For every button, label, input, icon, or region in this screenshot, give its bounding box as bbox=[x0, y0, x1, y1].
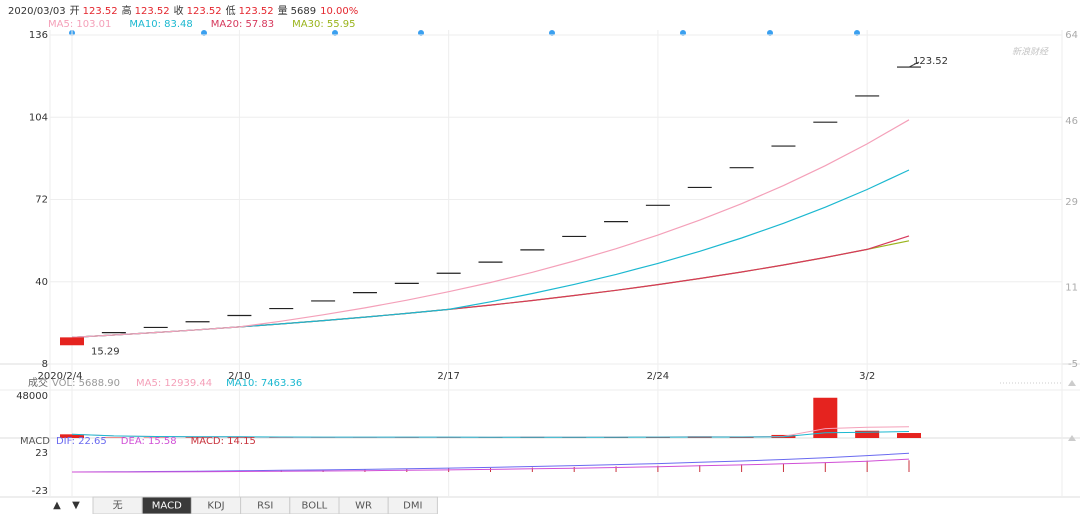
macd-line bbox=[71, 452, 910, 473]
legend-entry: MA20: 57.83 bbox=[211, 19, 274, 30]
nav-arrow[interactable]: ▼ bbox=[72, 500, 80, 511]
tab-label: WR bbox=[355, 501, 372, 512]
tab[interactable]: WR bbox=[338, 496, 389, 514]
header-value: 123.52 bbox=[83, 6, 118, 17]
legend-entry: MA10: 7463.36 bbox=[226, 378, 302, 389]
legend-entry: VOL: 5688.90 bbox=[52, 378, 120, 389]
panel-title: MACD bbox=[20, 436, 50, 447]
y2-tick-label: 46 bbox=[1065, 116, 1078, 127]
tab[interactable]: RSI bbox=[240, 496, 291, 514]
handle-arrow[interactable] bbox=[1068, 435, 1076, 441]
header-value: 10.00% bbox=[320, 6, 358, 17]
y-tick-label: 48000 bbox=[16, 391, 48, 402]
y2-tick-label: 29 bbox=[1065, 197, 1078, 208]
handle-arrow[interactable] bbox=[1068, 380, 1076, 386]
volume-bar bbox=[813, 397, 838, 438]
tab-label: MACD bbox=[152, 501, 182, 512]
header-label: 开 bbox=[70, 6, 80, 17]
ma-line bbox=[71, 119, 910, 338]
tab-background bbox=[387, 496, 438, 514]
volume-bar bbox=[897, 433, 921, 438]
annotation-line bbox=[908, 61, 920, 68]
header-value: 5689 bbox=[291, 6, 316, 17]
tab-label: 无 bbox=[113, 501, 123, 512]
tab[interactable]: DMI bbox=[387, 496, 438, 514]
header-value: 123.52 bbox=[239, 6, 274, 17]
min-label: 15.29 bbox=[91, 346, 120, 357]
legend-entry: MA10: 83.48 bbox=[129, 19, 192, 30]
watermark: 新浪财经 bbox=[1012, 47, 1049, 58]
legend-entry: DIF: 22.65 bbox=[56, 436, 107, 447]
tab-label: RSI bbox=[257, 501, 273, 512]
x-tick-label: 2/17 bbox=[437, 371, 459, 382]
ma-line bbox=[71, 240, 910, 338]
y2-tick-label: 11 bbox=[1065, 283, 1078, 294]
tab-label: DMI bbox=[403, 501, 422, 512]
header-label: 低 bbox=[226, 4, 236, 17]
legend-entry: MACD: 14.15 bbox=[191, 436, 256, 447]
x-tick-label: 2/10 bbox=[228, 371, 250, 382]
x-tick-label: 2020/2/4 bbox=[38, 371, 83, 382]
header-label: 量 bbox=[278, 5, 288, 17]
y-tick-label: 104 bbox=[29, 112, 48, 123]
y-tick-label: -23 bbox=[32, 486, 48, 497]
header-label: 高 bbox=[122, 4, 132, 17]
candle bbox=[60, 337, 84, 346]
header-date: 2020/03/03 bbox=[8, 6, 66, 17]
tab-label: BOLL bbox=[302, 501, 328, 512]
x-tick-label: 3/2 bbox=[859, 371, 875, 382]
volume-bar bbox=[855, 430, 880, 438]
x-tick-label: 2/24 bbox=[647, 371, 669, 382]
tab-label: KDJ bbox=[207, 501, 224, 512]
tab[interactable]: BOLL bbox=[289, 496, 340, 514]
legend-entry: MA30: 55.95 bbox=[292, 19, 355, 30]
y2-tick-label: 64 bbox=[1065, 30, 1078, 41]
volume-bar bbox=[227, 437, 252, 438]
tab[interactable]: 无 bbox=[92, 496, 143, 514]
y-tick-label: 8 bbox=[42, 359, 48, 370]
y2-tick-label: -5 bbox=[1068, 359, 1078, 370]
header-value: 123.52 bbox=[135, 6, 170, 17]
volume-bar bbox=[101, 437, 126, 438]
legend-entry: DEA: 15.58 bbox=[121, 436, 177, 447]
header-value: 123.52 bbox=[187, 6, 222, 17]
tab[interactable]: MACD bbox=[141, 496, 192, 514]
nav-arrow[interactable]: ▲ bbox=[53, 500, 61, 511]
volume-bar bbox=[60, 434, 84, 438]
tab[interactable]: KDJ bbox=[190, 496, 242, 514]
macd-line bbox=[72, 458, 910, 473]
y-tick-label: 40 bbox=[35, 277, 48, 288]
y-tick-label: 136 bbox=[29, 30, 48, 41]
ma-line bbox=[71, 169, 910, 338]
y-tick-label: 23 bbox=[35, 448, 48, 459]
panel-title: 成交 bbox=[28, 376, 48, 389]
header-label: 收 bbox=[174, 4, 184, 17]
volume-bar bbox=[185, 437, 210, 438]
volume-ma-line bbox=[71, 431, 910, 438]
y-tick-label: 72 bbox=[35, 195, 48, 206]
legend-entry: MA5: 103.01 bbox=[48, 19, 111, 30]
max-label: 123.52 bbox=[913, 56, 948, 67]
legend-entry: MA5: 12939.44 bbox=[136, 378, 212, 389]
